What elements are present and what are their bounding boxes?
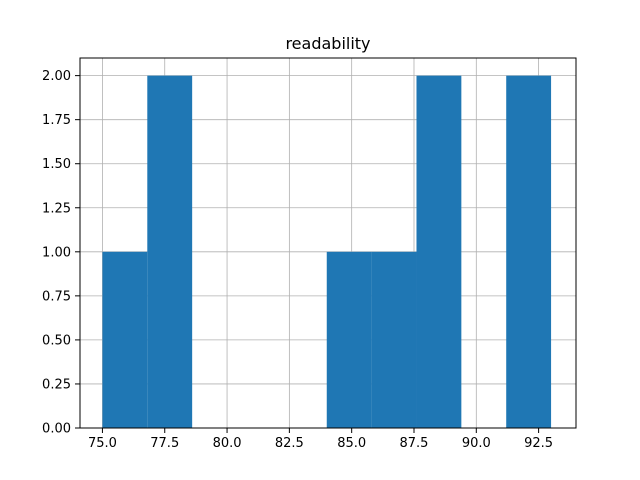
y-tick-label: 2.00 bbox=[42, 69, 71, 84]
histogram-bar bbox=[326, 251, 372, 428]
y-tick-label: 1.00 bbox=[42, 245, 71, 260]
y-tick-label: 0.25 bbox=[42, 377, 71, 392]
y-tick-label: 0.00 bbox=[42, 422, 71, 437]
histogram-bar bbox=[147, 75, 193, 428]
histogram-bar bbox=[416, 75, 462, 428]
x-tick-label: 85.0 bbox=[337, 436, 366, 451]
histogram-bar bbox=[506, 75, 552, 428]
plot-frame bbox=[79, 57, 577, 429]
x-tick-label: 90.0 bbox=[462, 436, 491, 451]
y-tick-label: 1.25 bbox=[42, 201, 71, 216]
x-tick-label: 77.5 bbox=[150, 436, 179, 451]
tick-labels: 75.0 77.5 80.0 82.5 85.0 87.5 90.0 92.5 0.00 0.25… bbox=[42, 69, 553, 451]
y-tick-label: 1.75 bbox=[42, 113, 71, 128]
histogram-bar bbox=[102, 251, 148, 428]
histogram-bar bbox=[371, 251, 417, 428]
x-tick-label: 75.0 bbox=[88, 436, 117, 451]
y-tick-label: 0.75 bbox=[42, 289, 71, 304]
chart-title: readability bbox=[285, 34, 370, 53]
x-tick-label: 87.5 bbox=[400, 436, 429, 451]
y-tick-label: 1.50 bbox=[42, 157, 71, 172]
y-tick-label: 0.50 bbox=[42, 333, 71, 348]
x-tick-label: 82.5 bbox=[275, 436, 304, 451]
axis-ticks bbox=[75, 75, 540, 433]
x-tick-label: 80.0 bbox=[213, 436, 242, 451]
x-tick-label: 92.5 bbox=[524, 436, 553, 451]
histogram-bars bbox=[102, 75, 552, 428]
